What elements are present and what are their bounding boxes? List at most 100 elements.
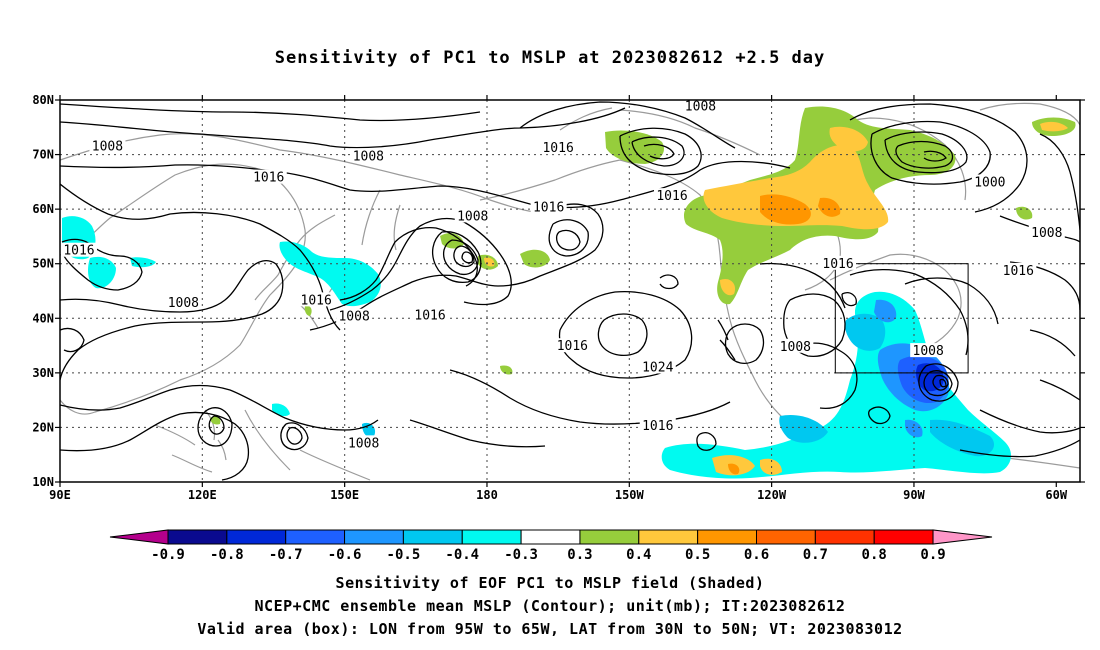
lat-tick-label: 20N <box>32 420 54 434</box>
contour-label: 1016 <box>533 201 564 216</box>
positive-sensitivity-shading <box>210 106 1076 476</box>
colorbar-segment <box>344 529 404 545</box>
contour-label: 1016 <box>656 189 687 204</box>
contour-label-background <box>639 359 676 374</box>
lat-tick-label: 80N <box>32 93 54 107</box>
contour-label: 1000 <box>974 175 1005 190</box>
negative-sensitivity-shading <box>62 216 1012 479</box>
contour-label-background <box>250 169 287 184</box>
contour-label-background <box>350 148 387 163</box>
colorbar-label: -0.5 <box>387 547 421 563</box>
lon-tick-label: 150W <box>615 488 645 502</box>
colorbar-label: 0.8 <box>862 547 887 563</box>
contour-label: 1008 <box>92 139 123 154</box>
contour-label: 1016 <box>542 141 573 156</box>
contour-label-background <box>777 338 814 353</box>
contour-label: 1016 <box>253 171 284 186</box>
contour-label-background <box>1000 262 1037 277</box>
contour-label-background <box>639 417 676 432</box>
colorbar-segment <box>226 529 287 545</box>
colorbar-label: 0.3 <box>567 547 592 563</box>
contour-label-background <box>298 292 335 307</box>
colorbar-label: -0.9 <box>151 547 185 563</box>
contour-label-background <box>554 338 591 353</box>
lon-tick-label: 120W <box>757 488 787 502</box>
contour-label: 1008 <box>913 344 944 359</box>
colorbar-label: 0.5 <box>685 547 710 563</box>
colorbar-segment <box>638 529 699 545</box>
colorbar-segment <box>285 529 346 545</box>
contour-label-background <box>682 100 719 113</box>
lat-tick-label: 30N <box>32 366 54 380</box>
contour-label-background <box>971 174 1008 189</box>
colorbar-segment <box>873 529 934 545</box>
plot-frame <box>59 99 1081 483</box>
contour-label-background <box>89 138 126 153</box>
colorbar-segment <box>697 529 758 545</box>
valid-area-box <box>834 263 969 374</box>
contour-label: 1016 <box>642 419 673 434</box>
colorbar-segment <box>167 529 228 545</box>
contour-label-background <box>336 308 373 323</box>
colorbar-segment <box>814 529 875 545</box>
map-axes: 90E 120E 150E 180 150W 120W 90W 60W 80N 70N 60N 50N… <box>32 93 1085 502</box>
colorbar-high-triangle <box>932 529 993 545</box>
contour-label-background <box>412 307 449 322</box>
lon-tick-label: 90E <box>49 488 71 502</box>
lat-tick-label: 70N <box>32 148 54 162</box>
contour-label: 1008 <box>338 310 369 325</box>
lon-tick-label: 120E <box>188 488 217 502</box>
contour-label-background <box>820 255 857 270</box>
contour-label-background <box>1028 225 1065 240</box>
lon-tick-label: 150E <box>330 488 359 502</box>
contour-labels: 1008 1008 1008 1016 1016 1016 1016 1008 1000 1008… <box>60 100 1065 451</box>
contour-label: 1016 <box>63 244 94 259</box>
colorbar-label: -0.3 <box>504 547 538 563</box>
contour-label: 1008 <box>168 296 199 311</box>
caption-shading: Sensitivity of EOF PC1 to MSLP field (Sh… <box>335 574 765 592</box>
contour-label: 1016 <box>414 309 445 324</box>
contour-label-background <box>454 208 491 223</box>
contour-label: 1008 <box>353 149 384 164</box>
colorbar-label: 0.4 <box>626 547 651 563</box>
colorbar-label: 0.7 <box>803 547 828 563</box>
contour-label-background <box>345 435 382 450</box>
contour-label: 1008 <box>1031 226 1062 241</box>
contour-label: 1016 <box>557 339 588 354</box>
colorbar-segment <box>461 529 522 545</box>
lon-tick-label: 60W <box>1045 488 1067 502</box>
contour-label-background <box>165 295 202 310</box>
lat-tick-label: 40N <box>32 311 54 325</box>
contour-label-background <box>910 343 947 358</box>
lon-tick-label: 90W <box>903 488 925 502</box>
contour-label-background <box>530 199 567 214</box>
contour-label-background <box>540 140 577 155</box>
contour-label: 1016 <box>1003 264 1034 279</box>
colorbar-segment <box>579 529 640 545</box>
colorbar-segment <box>756 529 816 545</box>
lat-tick-label: 60N <box>32 202 54 216</box>
caption-valid-area: Valid area (box): LON from 95W to 65W, L… <box>197 620 903 638</box>
lat-tick-label: 50N <box>32 257 54 271</box>
lat-tick-label: 10N <box>32 475 54 489</box>
colorbar-label: -0.6 <box>328 547 362 563</box>
contour-label: 1016 <box>822 257 853 272</box>
map-title: Sensitivity of PC1 to MSLP at 2023082612… <box>274 48 826 68</box>
contour-label: 1008 <box>685 100 716 115</box>
contour-label-background <box>60 242 97 257</box>
colorbar-low-triangle <box>109 529 169 545</box>
colorbar-segment <box>520 529 581 545</box>
colorbar-label: -0.8 <box>210 547 244 563</box>
contour-label: 1008 <box>457 209 488 224</box>
lon-tick-label: 180 <box>476 488 498 502</box>
caption-contour: NCEP+CMC ensemble mean MSLP (Contour); u… <box>254 597 846 615</box>
colorbar: -0.9 -0.8 -0.7 -0.6 -0.5 -0.4 -0.3 0.3 0.4 0.5 0.6… <box>109 529 993 563</box>
colorbar-label: 0.6 <box>744 547 769 563</box>
contour-label: 1008 <box>780 340 811 355</box>
colorbar-segment <box>402 529 463 545</box>
contour-label-background <box>654 188 690 203</box>
colorbar-label: 0.9 <box>920 547 945 563</box>
colorbar-label: -0.4 <box>445 547 479 563</box>
contour-label: 1024 <box>642 360 673 375</box>
